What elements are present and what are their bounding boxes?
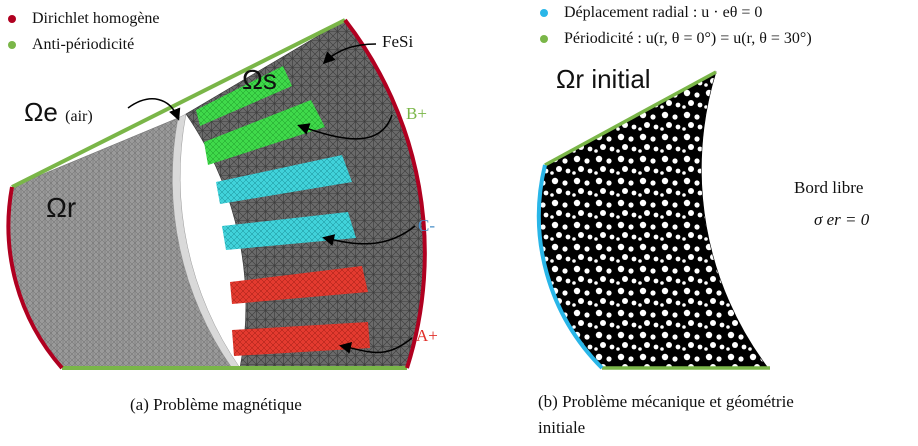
porous-rotor <box>538 71 769 369</box>
slot-cyan-1 <box>216 155 352 204</box>
rotor-region-label: Ωr <box>46 192 77 223</box>
air-note: (air) <box>65 108 93 125</box>
legend-antiperiodic-label: Anti-périodicité <box>32 36 135 53</box>
initial-rotor-title: Ωr initial <box>556 64 651 95</box>
legend-periodic-label: Périodicité : u(r, θ = 0°) = u(r, θ = 30… <box>564 30 812 47</box>
legend-dot-green-icon <box>8 41 16 49</box>
periodic-boundary-top-b <box>544 70 717 167</box>
legend-periodic: Périodicité : u(r, θ = 0°) = u(r, θ = 30… <box>540 30 812 48</box>
fesi-label: FeSi <box>382 32 414 51</box>
free-edge-equation: σ er = 0 <box>814 210 870 229</box>
arrow-cminus <box>322 225 416 246</box>
slot-green-2 <box>204 100 325 165</box>
stator-region-label: Ωs <box>242 64 277 95</box>
arrow-aplus <box>339 337 413 354</box>
phase-bplus-label: B+ <box>406 104 427 123</box>
caption-b-line1: (b) Problème mécanique et géométrie <box>538 392 794 411</box>
legend-antiperiodic: Anti-périodicité <box>8 36 134 54</box>
legend-radial: Déplacement radial : u · eθ = 0 <box>540 4 762 22</box>
periodic-boundary-top <box>11 18 346 189</box>
arrow-air <box>127 98 181 121</box>
legend-dot-green-b-icon <box>540 35 548 43</box>
phase-aplus-label: A+ <box>416 326 438 345</box>
legend-dot-red-icon <box>8 15 16 23</box>
legend-dirichlet: Dirichlet homogène <box>8 10 160 28</box>
slot-red-2 <box>232 322 370 356</box>
dirichlet-boundary-inner <box>6 186 64 370</box>
slot-red-1 <box>230 266 368 304</box>
legend-dirichlet-label: Dirichlet homogène <box>32 10 160 27</box>
arrow-fesi <box>322 43 377 65</box>
arrow-bplus <box>297 114 393 140</box>
free-edge-label: Bord libre <box>794 178 864 197</box>
rotor-region <box>8 117 233 369</box>
caption-b-line2: initiale <box>538 418 586 437</box>
legend-dot-blue-icon <box>540 9 548 17</box>
dirichlet-boundary-outer <box>343 18 427 369</box>
radial-boundary <box>536 164 604 370</box>
air-symbol: Ωe <box>24 97 58 127</box>
initial-rotor-symbol: Ωr initial <box>556 64 651 94</box>
slot-green-1 <box>196 66 292 126</box>
caption-a: (a) Problème magnétique <box>130 395 302 414</box>
air-region-label: Ωe (air) <box>24 97 93 128</box>
phase-cminus-label: C- <box>418 216 435 235</box>
legend-radial-label: Déplacement radial : u · eθ = 0 <box>564 4 763 21</box>
